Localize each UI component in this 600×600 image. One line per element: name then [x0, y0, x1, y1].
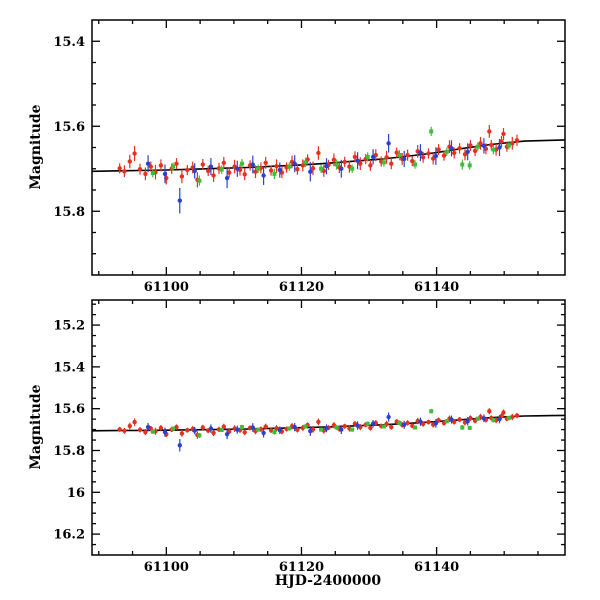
y-tick-label: 15.6 [53, 120, 85, 135]
x-tick-label: 61100 [144, 560, 189, 575]
x-tick-label: 61140 [414, 560, 459, 575]
y-tick-label: 15.4 [53, 360, 85, 375]
x-tick-label: 61120 [279, 280, 324, 295]
x-tick-label: 61120 [279, 560, 324, 575]
x-tick-label: 61100 [144, 280, 189, 295]
y-axis-label-top: Magnitude [28, 104, 44, 190]
y-tick-label: 16.2 [53, 528, 85, 543]
panel-top-frame [91, 19, 566, 276]
y-tick-label: 16 [67, 486, 85, 501]
x-tick-label: 61140 [414, 280, 459, 295]
y-axis-label-bottom: Magnitude [28, 384, 44, 470]
panel-bottom-data [92, 408, 565, 452]
x-axis-label: HJD-2400000 [274, 573, 382, 589]
y-tick-label: 15.8 [53, 444, 85, 459]
y-tick-label: 15.8 [53, 205, 85, 220]
y-tick-label: 15.4 [53, 35, 85, 50]
y-tick-label: 15.6 [53, 402, 85, 417]
panel-top-data [92, 125, 565, 214]
panel-bottom-frame [91, 299, 566, 556]
y-tick-label: 15.2 [53, 319, 85, 334]
